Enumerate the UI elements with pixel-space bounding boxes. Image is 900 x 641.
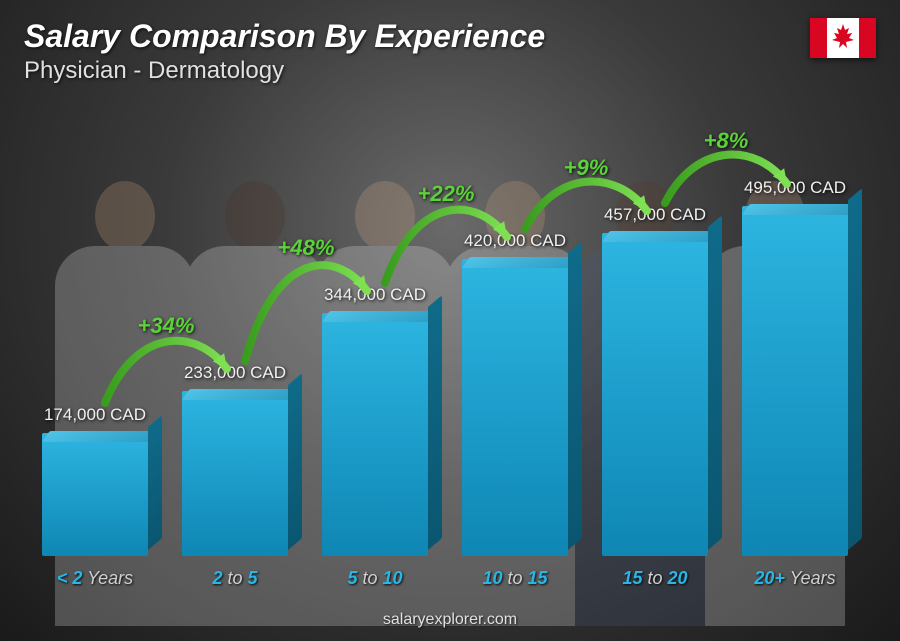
bar-column: 420,000 CAD 10 to 15 <box>455 231 575 589</box>
bar-x-label: < 2 Years <box>57 568 133 589</box>
bar <box>182 391 288 556</box>
footer-attribution: salaryexplorer.com <box>0 611 900 629</box>
bar <box>42 433 148 556</box>
bar-x-label: 5 to 10 <box>347 568 402 589</box>
bar-chart: 174,000 CAD < 2 Years 233,000 CAD 2 to 5 344… <box>35 79 855 589</box>
bar-x-label: 10 to 15 <box>482 568 547 589</box>
bar-column: 344,000 CAD 5 to 10 <box>315 285 435 589</box>
bar <box>322 313 428 556</box>
bar-value-label: 174,000 CAD <box>44 405 146 425</box>
header: Salary Comparison By Experience Physicia… <box>24 18 545 85</box>
bar-column: 495,000 CAD 20+ Years <box>735 178 855 589</box>
bar-column: 174,000 CAD < 2 Years <box>35 405 155 589</box>
bar-x-label: 2 to 5 <box>212 568 257 589</box>
bar-column: 233,000 CAD 2 to 5 <box>175 363 295 589</box>
bar-x-label: 15 to 20 <box>622 568 687 589</box>
bar-value-label: 495,000 CAD <box>744 178 846 198</box>
bar-value-label: 233,000 CAD <box>184 363 286 383</box>
bar <box>742 206 848 556</box>
bar-value-label: 420,000 CAD <box>464 231 566 251</box>
bar-value-label: 457,000 CAD <box>604 205 706 225</box>
bar-column: 457,000 CAD 15 to 20 <box>595 205 715 589</box>
bar-x-label: 20+ Years <box>754 568 835 589</box>
bar <box>462 259 568 556</box>
chart-title: Salary Comparison By Experience <box>24 18 545 55</box>
country-flag-canada <box>810 18 876 58</box>
bar <box>602 233 708 556</box>
bar-value-label: 344,000 CAD <box>324 285 426 305</box>
